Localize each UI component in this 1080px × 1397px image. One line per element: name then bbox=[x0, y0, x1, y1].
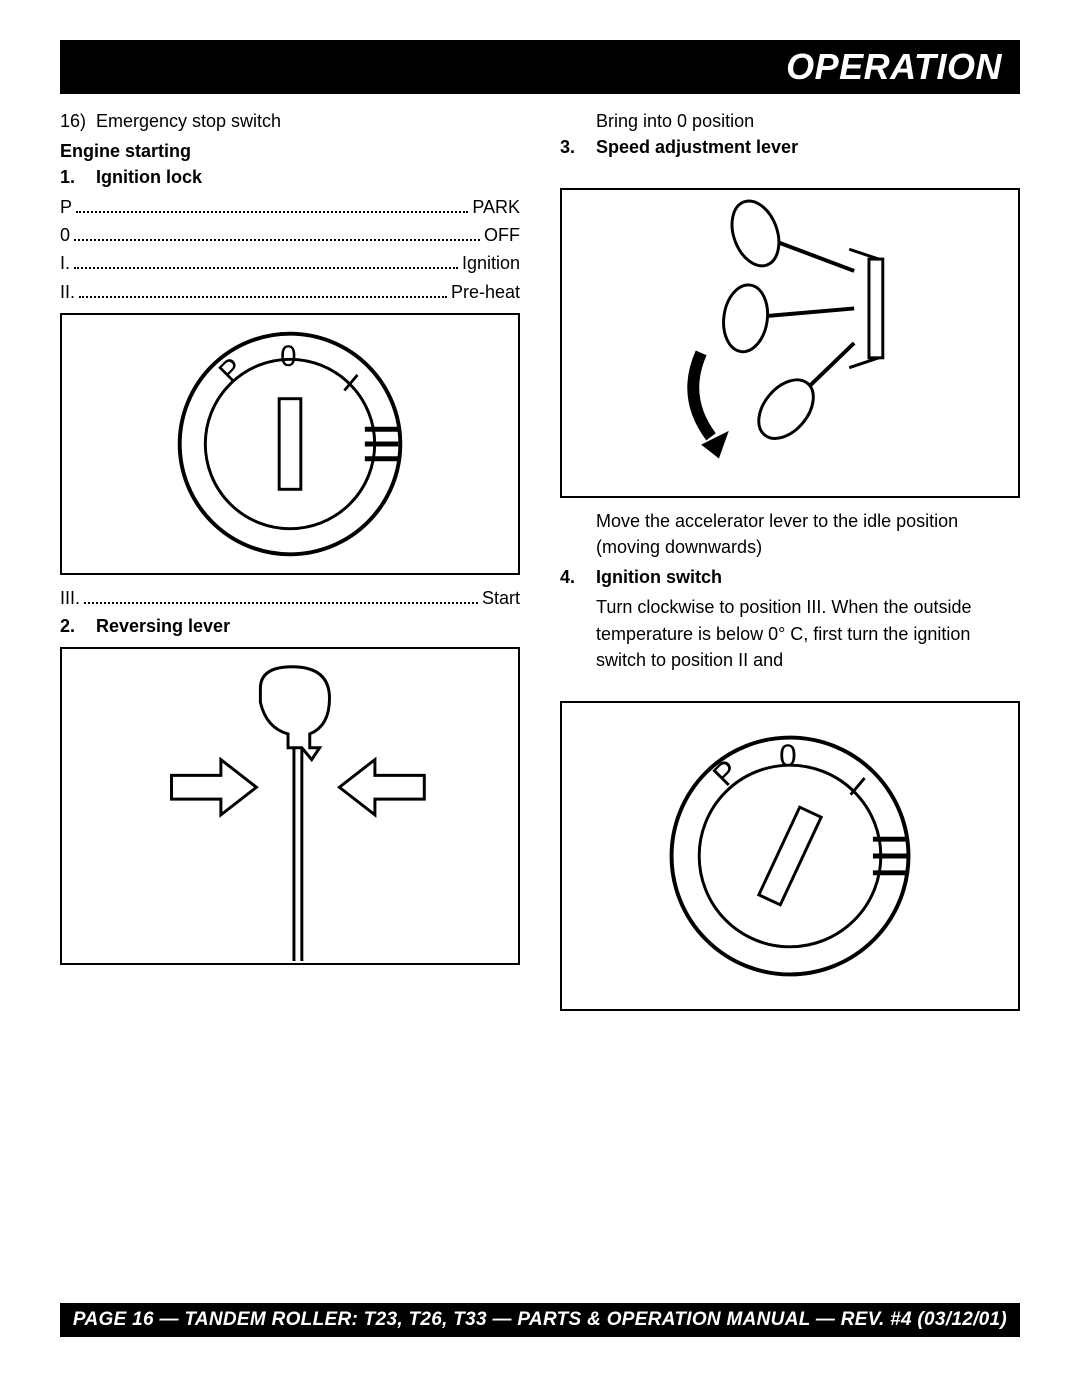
dots bbox=[74, 253, 458, 269]
row-p-right: PARK bbox=[472, 194, 520, 220]
dots bbox=[79, 281, 447, 297]
ignition-row-iii: III. Start bbox=[60, 585, 520, 611]
footer-bar: PAGE 16 — TANDEM ROLLER: T23, T26, T33 —… bbox=[60, 1303, 1020, 1337]
speed-lever-figure bbox=[560, 188, 1020, 498]
section-2-num: 2. bbox=[60, 613, 96, 639]
lever-handle-2 bbox=[719, 282, 854, 355]
ignition-switch-figure: P 0 I bbox=[560, 701, 1020, 1011]
reversing-lever-figure bbox=[60, 647, 520, 965]
arrow-left-icon bbox=[172, 759, 257, 814]
ignition-lock-svg: P 0 I bbox=[62, 315, 518, 573]
label-0-1: 0 bbox=[280, 340, 296, 373]
engine-starting-heading: Engine starting bbox=[60, 138, 520, 164]
row-iii-right: Start bbox=[482, 585, 520, 611]
row-0-left: 0 bbox=[60, 222, 70, 248]
row-p-left: P bbox=[60, 194, 72, 220]
section-3-num: 3. bbox=[560, 134, 596, 160]
speed-lever-svg bbox=[562, 190, 1018, 496]
section-2-label: Reversing lever bbox=[96, 613, 230, 639]
columns: 16) Emergency stop switch Engine startin… bbox=[60, 108, 1020, 1021]
label-0-2: 0 bbox=[779, 737, 797, 773]
row-iii-left: III. bbox=[60, 585, 80, 611]
ignition-switch-svg: P 0 I bbox=[562, 703, 1018, 1009]
header-bar: OPERATION bbox=[60, 40, 1020, 94]
item-16-num: 16) bbox=[60, 108, 96, 134]
reversing-lever-svg bbox=[62, 649, 518, 963]
section-3: 3. Speed adjustment lever bbox=[560, 134, 1020, 160]
section-4-label: Ignition switch bbox=[596, 564, 722, 590]
right-column: Bring into 0 position 3. Speed adjustmen… bbox=[560, 108, 1020, 1021]
curve-arrow-icon bbox=[693, 353, 729, 459]
row-i-left: I. bbox=[60, 250, 70, 276]
lever-handle-1 bbox=[724, 195, 855, 273]
header-title: OPERATION bbox=[786, 46, 1002, 87]
arrow-right-icon bbox=[339, 759, 424, 814]
section-1-label: Ignition lock bbox=[96, 164, 202, 190]
turn-clockwise-text: Turn clockwise to position III. When the… bbox=[560, 594, 1020, 672]
ignition-row-ii: II. Pre-heat bbox=[60, 279, 520, 305]
lever-handle-3 bbox=[748, 343, 854, 449]
section-3-label: Speed adjustment lever bbox=[596, 134, 798, 160]
item-16: 16) Emergency stop switch bbox=[60, 108, 520, 134]
bring-0-text: Bring into 0 position bbox=[560, 108, 1020, 134]
row-i-right: Ignition bbox=[462, 250, 520, 276]
dots bbox=[84, 587, 478, 603]
footer-text: PAGE 16 — TANDEM ROLLER: T23, T26, T33 —… bbox=[73, 1309, 1007, 1330]
item-16-label: Emergency stop switch bbox=[96, 108, 281, 134]
section-2: 2. Reversing lever bbox=[60, 613, 520, 639]
section-4-num: 4. bbox=[560, 564, 596, 590]
section-1: 1. Ignition lock bbox=[60, 164, 520, 190]
ignition-row-p: P PARK bbox=[60, 194, 520, 220]
left-column: 16) Emergency stop switch Engine startin… bbox=[60, 108, 520, 1021]
ignition-lock-figure: P 0 I bbox=[60, 313, 520, 575]
section-4: 4. Ignition switch bbox=[560, 564, 1020, 590]
ignition-row-i: I. Ignition bbox=[60, 250, 520, 276]
ignition-row-0: 0 OFF bbox=[60, 222, 520, 248]
page: OPERATION 16) Emergency stop switch Engi… bbox=[0, 0, 1080, 1397]
dots bbox=[74, 225, 480, 241]
row-0-right: OFF bbox=[484, 222, 520, 248]
dots bbox=[76, 197, 468, 213]
section-1-num: 1. bbox=[60, 164, 96, 190]
row-ii-left: II. bbox=[60, 279, 75, 305]
move-accelerator-text: Move the accelerator lever to the idle p… bbox=[560, 508, 1020, 560]
row-ii-right: Pre-heat bbox=[451, 279, 520, 305]
